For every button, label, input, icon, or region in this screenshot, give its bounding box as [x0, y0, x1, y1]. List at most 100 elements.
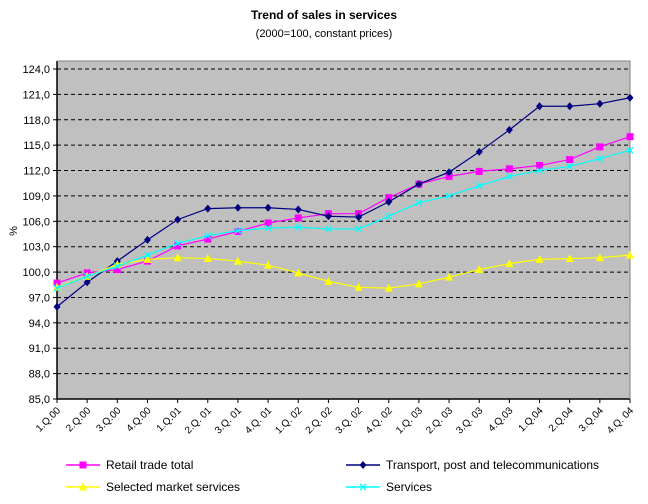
data-point	[294, 268, 303, 277]
data-point	[294, 205, 302, 214]
legend-marker	[359, 461, 367, 469]
x-tick-label: 2.Q. 01	[183, 405, 214, 436]
data-point	[234, 227, 242, 235]
series-transport-post-and-telecommunications	[53, 93, 634, 311]
data-point	[475, 167, 483, 175]
y-tick-label: 115,0	[23, 140, 50, 152]
data-point	[565, 254, 574, 263]
data-point	[174, 239, 182, 247]
legend-label: Selected market services	[106, 480, 240, 494]
y-tick-label: 112,0	[23, 166, 50, 178]
legend-label: Services	[386, 480, 432, 494]
data-point	[566, 156, 574, 164]
data-point	[595, 253, 604, 262]
x-tick-label: 4.Q. 01	[243, 405, 274, 436]
series-line	[56, 97, 631, 308]
x-tick-labels: 1.Q.00 2.Q.00 3.Q.00 4.Q.00 1.Q.01 2.Q. 01 3.Q…	[34, 405, 636, 436]
data-point	[384, 283, 393, 292]
x-tick-label: 3.Q.04	[577, 405, 606, 434]
x-tick-label: 1.Q.04	[517, 405, 546, 434]
data-point	[143, 235, 151, 244]
data-point	[475, 182, 483, 190]
data-point	[626, 93, 634, 102]
data-point	[113, 262, 121, 270]
data-point	[355, 213, 363, 222]
y-tick-label: 100,0	[22, 267, 50, 279]
data-point	[415, 180, 423, 189]
series-line	[56, 254, 631, 289]
data-point	[475, 147, 483, 156]
data-point	[385, 194, 393, 202]
data-point	[204, 204, 212, 213]
series-lines	[53, 93, 634, 311]
y-tick-label: 94,0	[29, 318, 50, 330]
legend-marker	[359, 483, 367, 491]
data-point	[535, 254, 544, 263]
y-tick-label: 106,0	[22, 216, 50, 228]
x-tick-label: 3.Q. 03	[454, 405, 485, 436]
data-point	[566, 102, 574, 111]
chart-title: Trend of sales in services	[251, 8, 397, 22]
data-point	[204, 235, 212, 243]
x-tick-label: 3.Q. 02	[334, 405, 365, 436]
data-point	[445, 172, 453, 180]
legend-marker	[79, 461, 87, 469]
data-point	[445, 168, 453, 177]
x-tick-label: 1.Q. 03	[394, 405, 425, 436]
x-tick-label: 2.Q.00	[64, 405, 93, 434]
y-tick-label: 124,0	[22, 64, 50, 76]
data-point	[505, 125, 513, 134]
data-point	[414, 279, 423, 288]
x-tick-label: 2.Q. 02	[304, 405, 335, 436]
data-point	[536, 102, 544, 111]
data-point	[174, 215, 182, 224]
y-tick-label: 97,0	[29, 292, 50, 304]
data-point	[233, 256, 242, 265]
x-tick-label: 4.Q. 02	[364, 405, 395, 436]
data-point	[626, 146, 634, 154]
data-point	[505, 165, 513, 173]
data-point	[536, 161, 544, 169]
series-line	[56, 149, 631, 289]
data-point	[566, 162, 574, 170]
data-point	[385, 197, 393, 206]
data-point	[596, 99, 604, 108]
x-tick-label: 1.Q.00	[34, 405, 63, 434]
data-point	[596, 155, 604, 163]
data-point	[264, 219, 272, 227]
data-point	[234, 203, 242, 212]
data-point	[173, 253, 182, 262]
data-point	[53, 282, 61, 291]
y-tick-label: 91,0	[29, 343, 50, 355]
data-point	[144, 251, 151, 259]
data-point	[324, 225, 332, 233]
legend-label: Transport, post and telecommunications	[386, 458, 599, 472]
x-tick-label: 4.Q.00	[125, 405, 154, 434]
data-point	[385, 212, 393, 220]
data-point	[204, 232, 212, 240]
data-point	[536, 167, 543, 174]
data-point	[475, 265, 484, 274]
data-point	[53, 302, 61, 311]
data-point	[143, 254, 152, 263]
legend-item: Retail trade total	[66, 458, 193, 472]
data-point	[294, 223, 302, 231]
data-point	[324, 212, 332, 221]
y-tick-label: 85,0	[29, 394, 50, 406]
y-tick-label: 121,0	[22, 89, 50, 101]
axes	[53, 60, 631, 403]
data-point	[626, 250, 634, 259]
data-point	[53, 284, 61, 292]
data-point	[83, 278, 91, 287]
data-point	[445, 272, 454, 281]
data-point	[505, 173, 513, 180]
data-point	[626, 133, 634, 141]
x-tick-label: 2.Q. 03	[424, 405, 455, 436]
x-tick-label: 1.Q. 02	[273, 405, 304, 436]
y-tick-label: 109,0	[22, 191, 50, 203]
data-point	[113, 266, 121, 274]
data-point	[596, 143, 604, 151]
data-point	[294, 214, 302, 222]
legend-item: Services	[346, 480, 432, 494]
data-point	[83, 272, 91, 280]
